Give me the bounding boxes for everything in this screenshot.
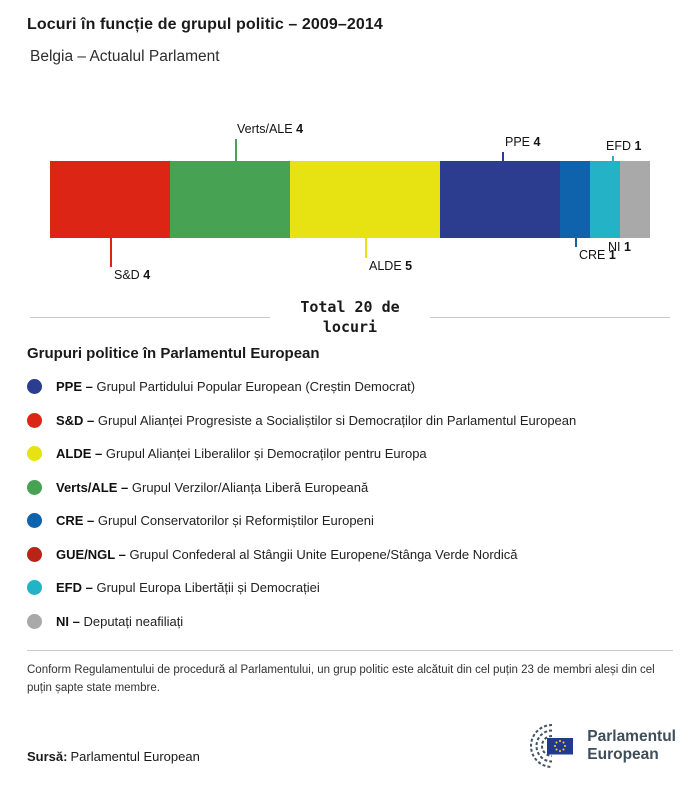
callout-line-cre (575, 238, 577, 247)
european-parliament-logo: Parlamentul European (520, 722, 676, 770)
total-seats-label: Total 20 de locuri (300, 298, 400, 336)
logo-text: Parlamentul European (587, 728, 676, 764)
callout-label-verts-ale: Verts/ALE 4 (237, 122, 304, 136)
logo-line2: European (587, 745, 659, 763)
legend-label: CRE – Grupul Conservatorilor și Reformiș… (56, 513, 374, 529)
callout-label-efd: EFD 1 (606, 139, 642, 153)
callout-line-efd (612, 156, 614, 161)
legend-dot-alde (27, 446, 42, 462)
total-seats-row: Total 20 de locuri (30, 298, 670, 337)
legend-list: PPE – Grupul Partidului Popular European… (27, 370, 700, 638)
callout-line-verts-ale (235, 139, 237, 161)
page-subtitle: Belgia – Actualul Parlament (30, 48, 220, 65)
total-rule-left (30, 317, 270, 318)
legend-label: ALDE – Grupul Alianței Liberalilor și De… (56, 446, 427, 462)
bar-segment-ni (620, 161, 650, 238)
legend-item-s-d: S&D – Grupul Alianței Progresiste a Soci… (27, 404, 700, 438)
legend-dot-ni (27, 613, 42, 629)
legend-item-verts-ale: Verts/ALE – Grupul Verzilor/Alianța Libe… (27, 471, 700, 505)
bottom-row: Sursă: Parlamentul European Parlamentul (27, 722, 676, 770)
legend-item-cre: CRE – Grupul Conservatorilor și Reformiș… (27, 504, 700, 538)
legend-dot-cre (27, 513, 42, 529)
legend-dot-gue-ngl (27, 546, 42, 562)
total-rule-right (430, 317, 670, 318)
bar-segment-ppe (440, 161, 560, 238)
legend-dot-s-d (27, 412, 42, 428)
legend-heading: Grupuri politice în Parlamentul European (27, 345, 320, 362)
callout-label-cre: CRE 1 (579, 248, 616, 262)
legend-label: GUE/NGL – Grupul Confederal al Stângii U… (56, 546, 518, 562)
eu-stars (554, 739, 567, 752)
legend-item-gue-ngl: GUE/NGL – Grupul Confederal al Stângii U… (27, 538, 700, 572)
stacked-bar (50, 161, 650, 238)
callout-line-s-d (110, 238, 112, 267)
legend-dot-efd (27, 580, 42, 596)
legend-dot-verts-ale (27, 479, 42, 495)
callout-label-alde: ALDE 5 (369, 259, 413, 273)
callout-label-ppe: PPE 4 (505, 135, 541, 149)
footnote-divider (27, 650, 673, 651)
legend-item-ppe: PPE – Grupul Partidului Popular European… (27, 370, 700, 404)
legend-item-efd: EFD – Grupul Europa Libertății și Democr… (27, 571, 700, 605)
legend-item-ni: NI – Deputați neafiliați (27, 605, 700, 639)
legend-label: Verts/ALE – Grupul Verzilor/Alianța Libe… (56, 479, 369, 495)
legend-label: EFD – Grupul Europa Libertății și Democr… (56, 580, 320, 596)
legend-label: PPE – Grupul Partidului Popular European… (56, 379, 416, 395)
source-line: Sursă: Parlamentul European (27, 749, 200, 770)
bar-segment-alde (290, 161, 440, 238)
legend-label: NI – Deputați neafiliați (56, 613, 184, 629)
callout-line-ppe (502, 152, 504, 161)
source-label: Sursă: (27, 748, 68, 764)
legend-dot-ppe (27, 379, 42, 395)
callout-label-ni: NI 1 (608, 240, 631, 254)
eu-flag (547, 737, 574, 755)
callout-label-s-d: S&D 4 (114, 268, 151, 282)
bar-segment-cre (560, 161, 590, 238)
legend-item-alde: ALDE – Grupul Alianței Liberalilor și De… (27, 437, 700, 471)
source-value: Parlamentul European (70, 748, 200, 764)
bar-segment-s-d (50, 161, 170, 238)
logo-line1: Parlamentul (587, 727, 676, 745)
legend-label: S&D – Grupul Alianței Progresiste a Soci… (56, 412, 577, 428)
footnote: Conform Regulamentului de procedură al P… (27, 664, 655, 695)
bar-segment-efd (590, 161, 620, 238)
hemicycle-icon (530, 723, 574, 768)
callout-line-alde (365, 238, 367, 258)
seats-chart: S&D 4 Verts/ALE 4 ALDE 5 PPE 4 CRE 1 EFD 1 NI … (0, 118, 700, 294)
bar-segment-verts-ale (170, 161, 290, 238)
page-title: Locuri în funcție de grupul politic – 20… (27, 16, 383, 33)
